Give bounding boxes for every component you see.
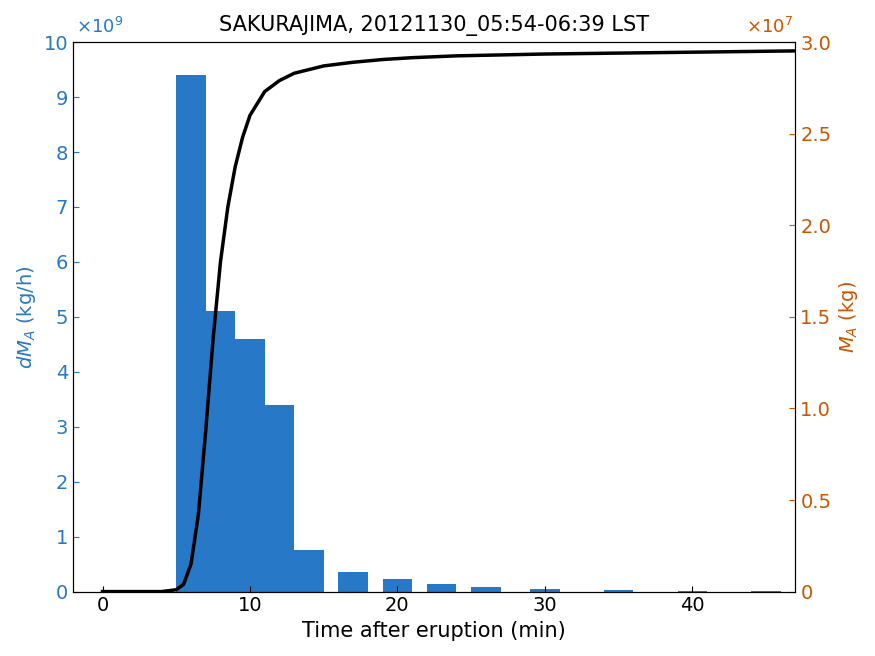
Y-axis label: $M_A$ (kg): $M_A$ (kg)	[837, 281, 860, 353]
Bar	[471, 587, 500, 592]
Bar	[427, 584, 457, 592]
Text: $\times 10^7$: $\times 10^7$	[746, 16, 793, 37]
Title: SAKURAJIMA, 20121130_05:54-06:39 LST: SAKURAJIMA, 20121130_05:54-06:39 LST	[219, 15, 649, 36]
Bar	[339, 572, 368, 592]
Bar	[604, 590, 634, 592]
Bar	[206, 312, 235, 592]
Bar	[265, 405, 294, 592]
Bar	[382, 579, 412, 592]
Bar	[176, 75, 206, 592]
Y-axis label: $dM_A$ (kg/h): $dM_A$ (kg/h)	[15, 265, 38, 369]
Bar	[530, 589, 560, 592]
Bar	[235, 339, 265, 592]
Bar	[294, 550, 324, 592]
Text: $\times 10^9$: $\times 10^9$	[76, 16, 123, 37]
X-axis label: Time after eruption (min): Time after eruption (min)	[303, 621, 566, 641]
